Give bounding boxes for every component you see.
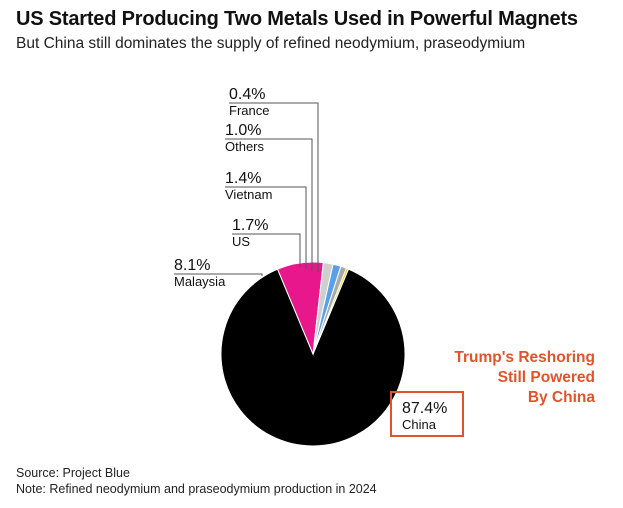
chart-subtitle: But China still dominates the supply of … (16, 35, 526, 52)
source-note: Source: Project Blue (16, 466, 130, 480)
slice-label-china: China (402, 417, 437, 432)
china-highlight-box (390, 391, 464, 437)
annotation-line-3: By China (527, 389, 595, 406)
leader-line-vietnam (225, 186, 307, 270)
slice-label-malaysia: Malaysia (174, 274, 226, 289)
annotation-line-1: Trump's Reshoring (454, 349, 595, 366)
slice-label-others: Others (225, 139, 265, 154)
pie-slice-china (220, 268, 406, 447)
slice-value-vietnam: 1.4% (225, 170, 261, 187)
slice-value-china: 87.4% (402, 400, 447, 417)
slice-value-others: 1.0% (225, 122, 261, 139)
leader-line-others (225, 138, 313, 272)
slice-value-malaysia: 8.1% (174, 257, 210, 274)
slice-value-france: 0.4% (229, 86, 265, 103)
chart-title: US Started Producing Two Metals Used in … (16, 8, 578, 30)
leader-line-france (229, 102, 319, 273)
footnote: Note: Refined neodymium and praseodymium… (16, 482, 377, 496)
leader-line-us (232, 233, 301, 268)
pie-slice-france (312, 267, 350, 355)
slice-label-france: France (229, 103, 269, 118)
slice-label-us: US (232, 234, 250, 249)
slice-value-us: 1.7% (232, 217, 268, 234)
annotation-line-2: Still Powered (497, 369, 595, 386)
annotation: Trump's Reshoring Still Powered By China (445, 348, 595, 408)
leader-line-malaysia (174, 273, 263, 276)
slice-label-vietnam: Vietnam (225, 187, 272, 202)
